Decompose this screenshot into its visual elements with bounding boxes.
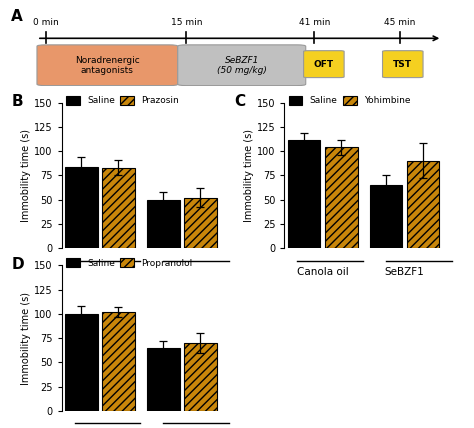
Text: 45 min: 45 min	[384, 18, 415, 27]
Bar	[184, 343, 217, 411]
Bar	[147, 200, 180, 248]
Text: D: D	[11, 257, 24, 272]
Text: 41 min: 41 min	[299, 18, 330, 27]
Text: A: A	[11, 9, 23, 24]
Legend: Saline, Yohimbine: Saline, Yohimbine	[285, 92, 414, 109]
Text: C: C	[234, 94, 245, 109]
Text: 15 min: 15 min	[171, 18, 202, 27]
Bar	[65, 167, 98, 248]
FancyBboxPatch shape	[383, 51, 423, 77]
Text: B: B	[11, 94, 23, 109]
Bar	[407, 161, 439, 248]
Bar	[370, 185, 402, 248]
FancyBboxPatch shape	[303, 51, 344, 77]
Bar	[102, 168, 135, 248]
FancyBboxPatch shape	[178, 45, 306, 86]
Bar	[288, 140, 320, 248]
Bar	[325, 147, 357, 248]
Text: Noradrenergic
antagonists: Noradrenergic antagonists	[75, 56, 140, 75]
Y-axis label: Immobility time (s): Immobility time (s)	[21, 291, 31, 385]
FancyBboxPatch shape	[37, 45, 178, 86]
Text: OFT: OFT	[314, 59, 334, 68]
Bar	[102, 312, 135, 411]
Y-axis label: Immobility time (s): Immobility time (s)	[244, 129, 254, 222]
Text: SeBZF1
(50 mg/kg): SeBZF1 (50 mg/kg)	[217, 56, 267, 75]
Y-axis label: Immobility time (s): Immobility time (s)	[21, 129, 31, 222]
Bar	[65, 314, 98, 411]
Bar	[147, 348, 180, 411]
Text: 0 min: 0 min	[33, 18, 58, 27]
Legend: Saline, Propranolol: Saline, Propranolol	[63, 255, 196, 271]
Legend: Saline, Prazosin: Saline, Prazosin	[63, 92, 182, 109]
Bar	[184, 198, 217, 248]
Text: TST: TST	[393, 59, 412, 68]
